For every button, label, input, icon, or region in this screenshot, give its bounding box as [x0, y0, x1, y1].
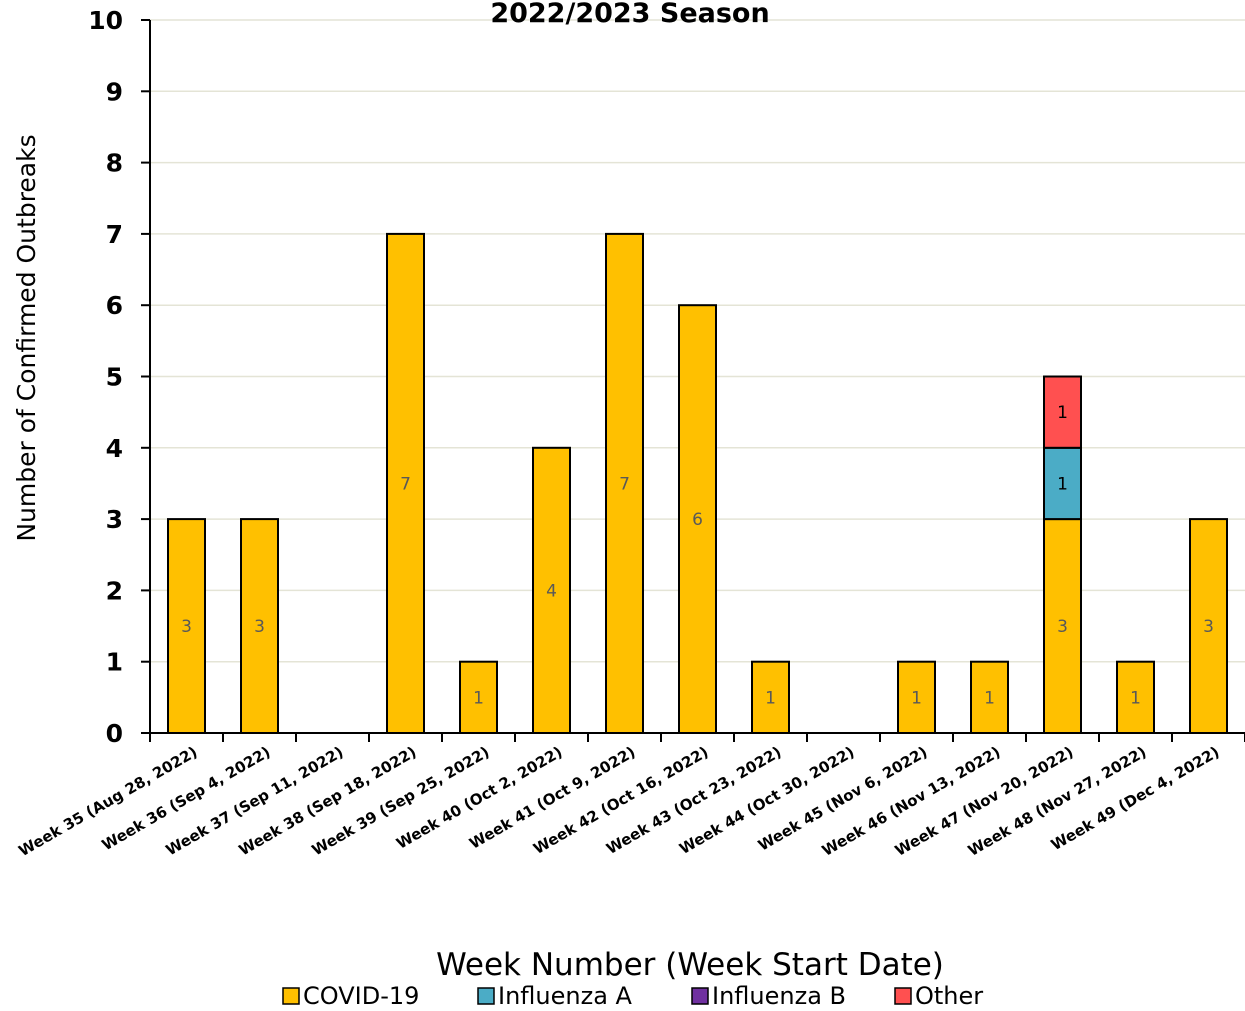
y-tick-label: 10 [88, 6, 123, 35]
data-label: 7 [619, 474, 630, 494]
bar-segment [240, 518, 279, 734]
y-tick-label: 3 [106, 505, 123, 534]
data-label: 4 [546, 581, 557, 601]
y-tick-label: 9 [106, 77, 123, 106]
data-label: 1 [1057, 403, 1068, 423]
bar-segment [605, 232, 644, 734]
data-label: 1 [984, 688, 995, 708]
data-label: 3 [1057, 617, 1068, 637]
bars [167, 232, 1228, 735]
data-label: 6 [692, 510, 703, 530]
bar-segment [167, 518, 206, 734]
y-axis-label: Number of Confirmed Outbreaks [12, 134, 41, 541]
bar-segment [1189, 518, 1228, 734]
legend-label: Influenza A [498, 982, 633, 1010]
data-label: 3 [254, 617, 265, 637]
chart-title: 2022/2023 Season [490, 0, 769, 29]
legend-label: COVID-19 [303, 982, 419, 1010]
y-tick-label: 4 [106, 434, 123, 463]
bar-segment [678, 304, 717, 734]
bar-segment [1043, 446, 1082, 521]
y-tick-label: 0 [106, 719, 123, 748]
data-label: 1 [1130, 688, 1141, 708]
y-tick-label: 1 [106, 648, 123, 677]
bar-segment [532, 446, 571, 734]
data-label: 1 [765, 688, 776, 708]
data-label: 3 [181, 617, 192, 637]
bar-segment [459, 660, 498, 735]
bar-segment [1116, 660, 1155, 735]
x-axis-label: Week Number (Week Start Date) [436, 947, 944, 983]
data-label: 3 [1203, 617, 1214, 637]
data-label: 1 [473, 688, 484, 708]
bar-segment [1043, 375, 1082, 449]
y-tick-label: 2 [106, 576, 123, 605]
data-label: 1 [1057, 474, 1068, 494]
y-tick-label: 5 [106, 363, 123, 392]
legend-label: Influenza B [712, 982, 846, 1010]
legend-swatch [282, 987, 300, 1005]
legend-swatch [477, 987, 495, 1005]
data-label: 7 [400, 474, 411, 494]
legend-swatch [691, 987, 709, 1005]
legend-label: Other [915, 982, 983, 1010]
y-tick-label: 6 [106, 291, 123, 320]
bar-segment [897, 660, 936, 735]
legend: COVID-19 Influenza A Influenza B Other [282, 982, 983, 1010]
bar-segment [970, 660, 1009, 735]
data-labels: 3 3 7 1 4 7 6 1 1 1 3 1 1 1 3 [181, 403, 1214, 708]
y-tick-label: 8 [106, 149, 123, 178]
data-label: 1 [911, 688, 922, 708]
legend-swatch [894, 987, 912, 1005]
y-tick-label: 7 [106, 220, 123, 249]
